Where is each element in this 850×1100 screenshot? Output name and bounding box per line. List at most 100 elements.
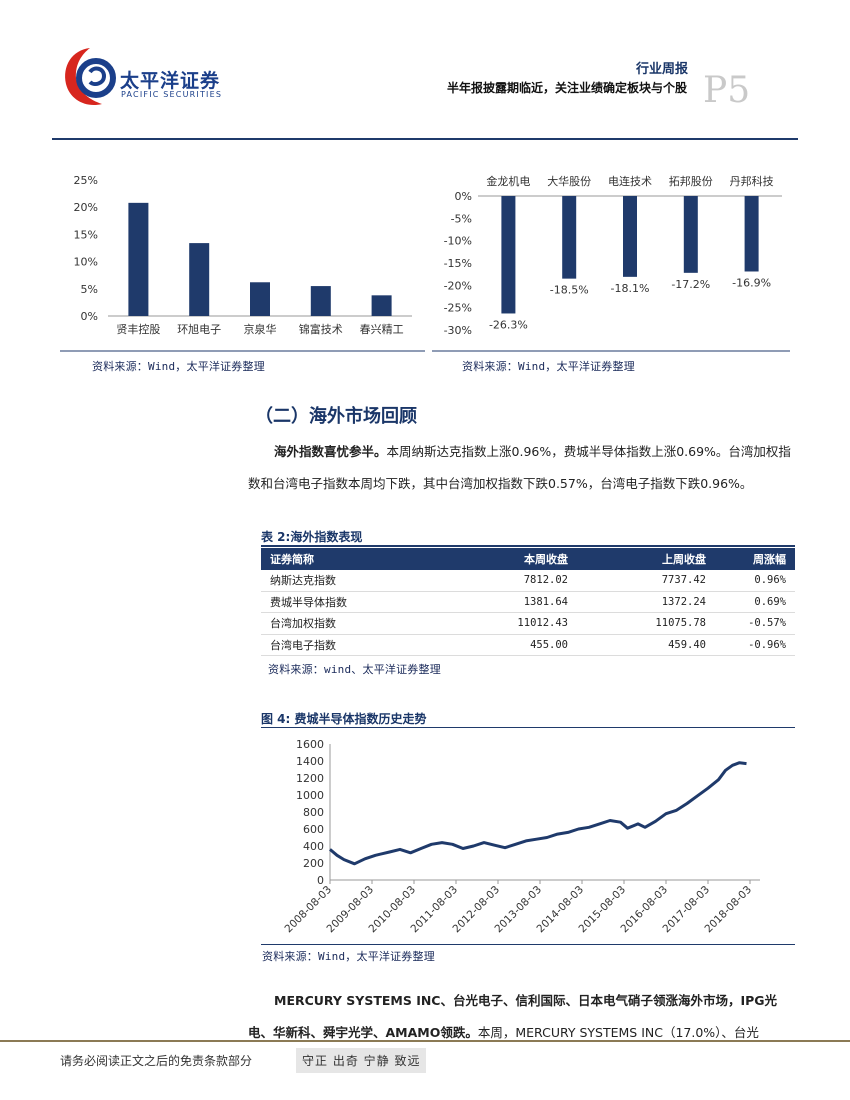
table-cell: 0.69%	[715, 591, 795, 613]
data-label: -17.2%	[671, 278, 710, 291]
y-tick-label: 1200	[296, 772, 324, 785]
table-cell: 0.96%	[715, 570, 795, 592]
top-losers-bar-chart: 0% -5% -10% -15% -20% -25% -30% 金龙机电 -26.3% 大华股份 -…	[432, 174, 790, 352]
header-divider	[52, 138, 798, 140]
x-tick-label: 京泉华	[244, 322, 277, 336]
table-cell: 台湾加权指数	[261, 612, 439, 635]
x-tick-label: 电连技术	[608, 175, 652, 188]
y-tick-label: -15%	[444, 257, 472, 270]
y-tick-label: 400	[303, 840, 324, 853]
figure-caption: 图 4: 费城半导体指数历史走势	[261, 712, 427, 726]
y-tick-label: 1600	[296, 738, 324, 751]
company-motto: 守正 出奇 宁静 致远	[296, 1048, 427, 1073]
disclaimer-notice: 请务必阅读正文之后的免责条款部分	[60, 1054, 253, 1068]
table-header-row: 证券简称 本周收盘 上周收盘 周涨幅	[261, 548, 795, 570]
x-tick-label: 锦富技术	[299, 322, 343, 336]
x-tick-label: 春兴精工	[360, 323, 404, 336]
x-tick-label: 贤丰控股	[116, 322, 160, 336]
data-label: -16.9%	[732, 276, 771, 289]
y-tick-label: 200	[303, 857, 324, 870]
y-tick-label: -30%	[444, 324, 472, 337]
figure-bottom-rule	[261, 944, 795, 945]
pacific-securities-logo-icon	[65, 48, 116, 106]
data-label: -18.1%	[611, 282, 650, 295]
y-tick-label: 20%	[74, 201, 98, 214]
section-heading: （二）海外市场回顾	[255, 406, 417, 427]
y-tick-label: 10%	[74, 256, 98, 269]
data-label: -18.5%	[550, 284, 589, 297]
series-line	[329, 761, 747, 866]
y-tick-label: 0	[317, 874, 324, 887]
overseas-index-table: 证券简称 本周收盘 上周收盘 周涨幅 纳斯达克指数 7812.02 7737.4…	[261, 548, 795, 656]
right-chart-source: 资料来源：Wind，太平洋证券整理	[462, 360, 635, 373]
y-tick-label: 800	[303, 806, 324, 819]
table-cell: 11012.43	[439, 612, 577, 635]
y-tick-label: 15%	[74, 228, 98, 241]
bar	[310, 286, 331, 316]
x-tick-label: 拓邦股份	[669, 174, 713, 188]
table-cell: 459.40	[577, 634, 715, 656]
top-gainers-bar-chart: 0% 5% 10% 15% 20% 25% 贤丰控股 环旭电子 京泉华 锦富技术 春兴精工	[60, 174, 425, 352]
paragraph-lead: 海外指数喜忧参半。	[274, 444, 387, 459]
column-header: 上周收盘	[577, 548, 715, 570]
y-tick-label: 1000	[296, 789, 324, 802]
logo-text-en: PACIFIC SECURITIES	[121, 90, 223, 99]
table-cell: 费城半导体指数	[261, 591, 439, 613]
report-type: 行业周报	[635, 62, 688, 77]
table-row: 费城半导体指数 1381.64 1372.24 0.69%	[261, 591, 795, 613]
table-top-rule	[261, 545, 795, 547]
bar	[562, 196, 577, 279]
body-paragraph: 海外指数喜忧参半。本周纳斯达克指数上涨0.96%，费城半导体指数上涨0.69%。…	[248, 436, 800, 500]
table-row: 台湾加权指数 11012.43 11075.78 -0.57%	[261, 612, 795, 635]
y-tick-label: 5%	[81, 283, 98, 296]
table-cell: 1372.24	[577, 591, 715, 613]
x-tick-label: 大华股份	[547, 174, 591, 188]
paragraph-text: 本周，MERCURY SYSTEMS INC（17.0%）、台光	[477, 1025, 759, 1040]
sox-index-line-chart: 020040060080010001200140016002008-08-032…	[282, 738, 760, 935]
table-row: 台湾电子指数 455.00 459.40 -0.96%	[261, 634, 795, 656]
table-cell: 7737.42	[577, 570, 715, 592]
table-cell: -0.57%	[715, 612, 795, 635]
bar	[623, 196, 637, 277]
paragraph-lead: MERCURY SYSTEMS INC、台光电子、信利国际、日本电气硝子领涨海外…	[248, 993, 778, 1040]
left-chart-source: 资料来源：Wind，太平洋证券整理	[92, 360, 265, 373]
y-tick-label: -20%	[444, 279, 472, 292]
report-title: 半年报披露期临近，关注业绩确定板块与个股	[446, 81, 687, 95]
figure-source: 资料来源：Wind，太平洋证券整理	[262, 950, 435, 963]
table-caption: 表 2:海外指数表现	[261, 530, 363, 544]
column-header: 周涨幅	[715, 548, 795, 570]
table-cell: 455.00	[439, 634, 577, 656]
table-cell: -0.96%	[715, 634, 795, 656]
footer-divider	[0, 1040, 850, 1042]
page-number: P5	[703, 70, 751, 111]
column-header: 本周收盘	[439, 548, 577, 570]
bar	[189, 243, 210, 316]
paragraph-text: 本周纳斯达克指数上涨0.96%，费城半导体指数上涨0.69%。台湾加权指数和台湾…	[248, 444, 791, 491]
bar	[501, 196, 516, 314]
x-tick-label: 环旭电子	[177, 322, 221, 336]
table-row: 纳斯达克指数 7812.02 7737.42 0.96%	[261, 570, 795, 592]
bar	[683, 196, 698, 273]
table-cell: 1381.64	[439, 591, 577, 613]
table-cell: 纳斯达克指数	[261, 570, 439, 592]
y-tick-label: -25%	[444, 302, 472, 315]
bar	[744, 196, 759, 272]
x-tick-label: 金龙机电	[486, 174, 530, 188]
table-cell: 7812.02	[439, 570, 577, 592]
body-paragraph-2: MERCURY SYSTEMS INC、台光电子、信利国际、日本电气硝子领涨海外…	[248, 985, 800, 1049]
y-tick-label: 600	[303, 823, 324, 836]
y-tick-label: 0%	[455, 190, 472, 203]
data-label: -26.3%	[489, 318, 528, 331]
bar	[128, 202, 149, 316]
table-cell: 11075.78	[577, 612, 715, 635]
table-source: 资料来源：wind、太平洋证券整理	[268, 663, 441, 676]
column-header: 证券简称	[261, 548, 439, 570]
bar	[371, 295, 392, 316]
y-tick-label: -10%	[444, 235, 472, 248]
figure-top-rule	[261, 727, 795, 728]
y-tick-label: -5%	[451, 212, 472, 225]
logo-text-cn: 太平洋证券	[120, 70, 221, 92]
y-tick-label: 25%	[74, 174, 98, 187]
x-tick-label: 丹邦科技	[730, 174, 774, 188]
y-tick-label: 0%	[81, 310, 98, 323]
